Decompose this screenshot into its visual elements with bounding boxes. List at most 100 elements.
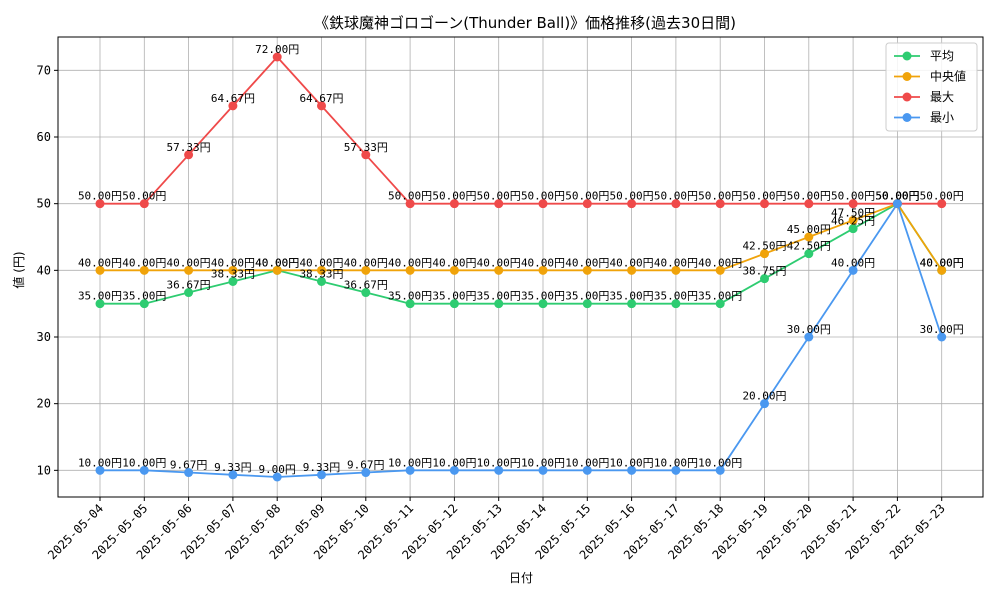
series-line xyxy=(100,202,943,272)
data-label: 40.00円 xyxy=(920,256,964,269)
data-label: 38.75円 xyxy=(742,265,786,278)
data-label: 30.00円 xyxy=(920,323,964,336)
data-point xyxy=(361,468,371,478)
data-point xyxy=(272,472,282,482)
data-point xyxy=(671,465,681,475)
data-point xyxy=(184,150,194,160)
data-label: 36.67円 xyxy=(167,279,211,292)
series-line xyxy=(100,202,943,305)
data-label: 50.00円 xyxy=(432,190,476,203)
data-point xyxy=(184,288,194,298)
data-point xyxy=(715,299,725,309)
y-tick-label: 20 xyxy=(37,397,51,411)
data-label: 35.00円 xyxy=(78,290,122,303)
data-point xyxy=(582,465,592,475)
data-label: 30.00円 xyxy=(787,323,831,336)
data-point xyxy=(494,465,504,475)
data-label: 72.00円 xyxy=(255,43,299,56)
data-point xyxy=(848,215,858,225)
data-label: 35.00円 xyxy=(654,290,698,303)
data-point xyxy=(494,199,504,209)
data-point xyxy=(317,470,326,480)
y-tick-label: 30 xyxy=(37,330,51,344)
data-label: 50.00円 xyxy=(477,190,521,203)
data-label: 10.00円 xyxy=(388,456,432,469)
data-point xyxy=(892,199,902,209)
data-point xyxy=(671,265,681,275)
data-label: 40.00円 xyxy=(831,256,875,269)
data-label: 9.67円 xyxy=(347,459,385,472)
data-label: 10.00円 xyxy=(122,456,166,469)
data-point xyxy=(937,199,947,209)
data-point xyxy=(449,299,459,309)
data-label: 35.00円 xyxy=(565,290,609,303)
data-point xyxy=(317,265,326,275)
data-point xyxy=(804,232,814,242)
data-label: 35.00円 xyxy=(698,290,742,303)
data-label: 40.00円 xyxy=(432,256,476,269)
series-lines xyxy=(100,55,943,478)
data-point xyxy=(139,265,149,275)
legend-label: 中央値 xyxy=(930,69,966,84)
data-point xyxy=(361,150,371,160)
data-label: 40.00円 xyxy=(167,256,211,269)
data-label: 50.00円 xyxy=(388,190,432,203)
data-label: 40.00円 xyxy=(698,256,742,269)
data-label: 50.00円 xyxy=(698,190,742,203)
data-label: 45.00円 xyxy=(787,223,831,236)
x-axis: 2025-05-042025-05-052025-05-062025-05-07… xyxy=(45,497,948,562)
data-label: 50.00円 xyxy=(565,190,609,203)
data-point xyxy=(538,199,548,209)
data-label: 64.67円 xyxy=(211,92,255,105)
data-point xyxy=(361,288,371,298)
data-label: 40.00円 xyxy=(610,256,654,269)
y-tick-label: 70 xyxy=(37,63,51,77)
data-label: 46.25円 xyxy=(831,215,875,228)
data-label: 50.00円 xyxy=(875,190,919,203)
data-label: 40.00円 xyxy=(122,256,166,269)
legend-marker xyxy=(902,72,912,81)
data-label: 50.00円 xyxy=(610,190,654,203)
data-point xyxy=(449,199,459,209)
data-label: 40.00円 xyxy=(654,256,698,269)
y-axis: 10 20 30 40 50 60 70 xyxy=(37,63,58,477)
data-label: 38.33円 xyxy=(299,267,343,280)
data-point xyxy=(760,274,769,284)
data-point xyxy=(494,299,504,309)
y-tick-label: 10 xyxy=(37,463,51,477)
data-point xyxy=(95,465,105,475)
data-label: 10.00円 xyxy=(432,456,476,469)
data-label: 9.33円 xyxy=(303,461,341,474)
data-point xyxy=(139,199,149,209)
data-label: 20.00円 xyxy=(742,390,786,403)
data-point xyxy=(139,465,149,475)
data-label: 35.00円 xyxy=(477,290,521,303)
data-point xyxy=(671,199,681,209)
data-label: 40.00円 xyxy=(78,256,122,269)
data-point xyxy=(405,265,415,275)
data-point xyxy=(538,299,548,309)
data-point xyxy=(139,299,149,309)
data-point xyxy=(228,265,238,275)
data-label: 57.33円 xyxy=(167,141,211,154)
data-label: 38.33円 xyxy=(211,267,255,280)
data-point xyxy=(627,265,637,275)
y-axis-label: 値 (円) xyxy=(11,251,26,288)
data-point xyxy=(671,299,681,309)
data-label: 35.00円 xyxy=(610,290,654,303)
data-label: 64.67円 xyxy=(299,92,343,105)
data-point xyxy=(804,332,814,342)
data-label: 36.67円 xyxy=(344,279,388,292)
data-point xyxy=(937,265,947,275)
legend-box xyxy=(885,42,978,132)
data-label: 10.00円 xyxy=(610,456,654,469)
data-point xyxy=(95,265,105,275)
data-label: 50.00円 xyxy=(742,190,786,203)
data-point xyxy=(317,101,326,111)
data-point xyxy=(804,199,814,209)
data-point xyxy=(361,265,371,275)
data-point xyxy=(95,299,105,309)
chart-title: 《鉄球魔神ゴロゴーン(Thunder Ball)》価格推移(過去30日間) xyxy=(314,14,736,32)
data-point xyxy=(228,101,238,111)
